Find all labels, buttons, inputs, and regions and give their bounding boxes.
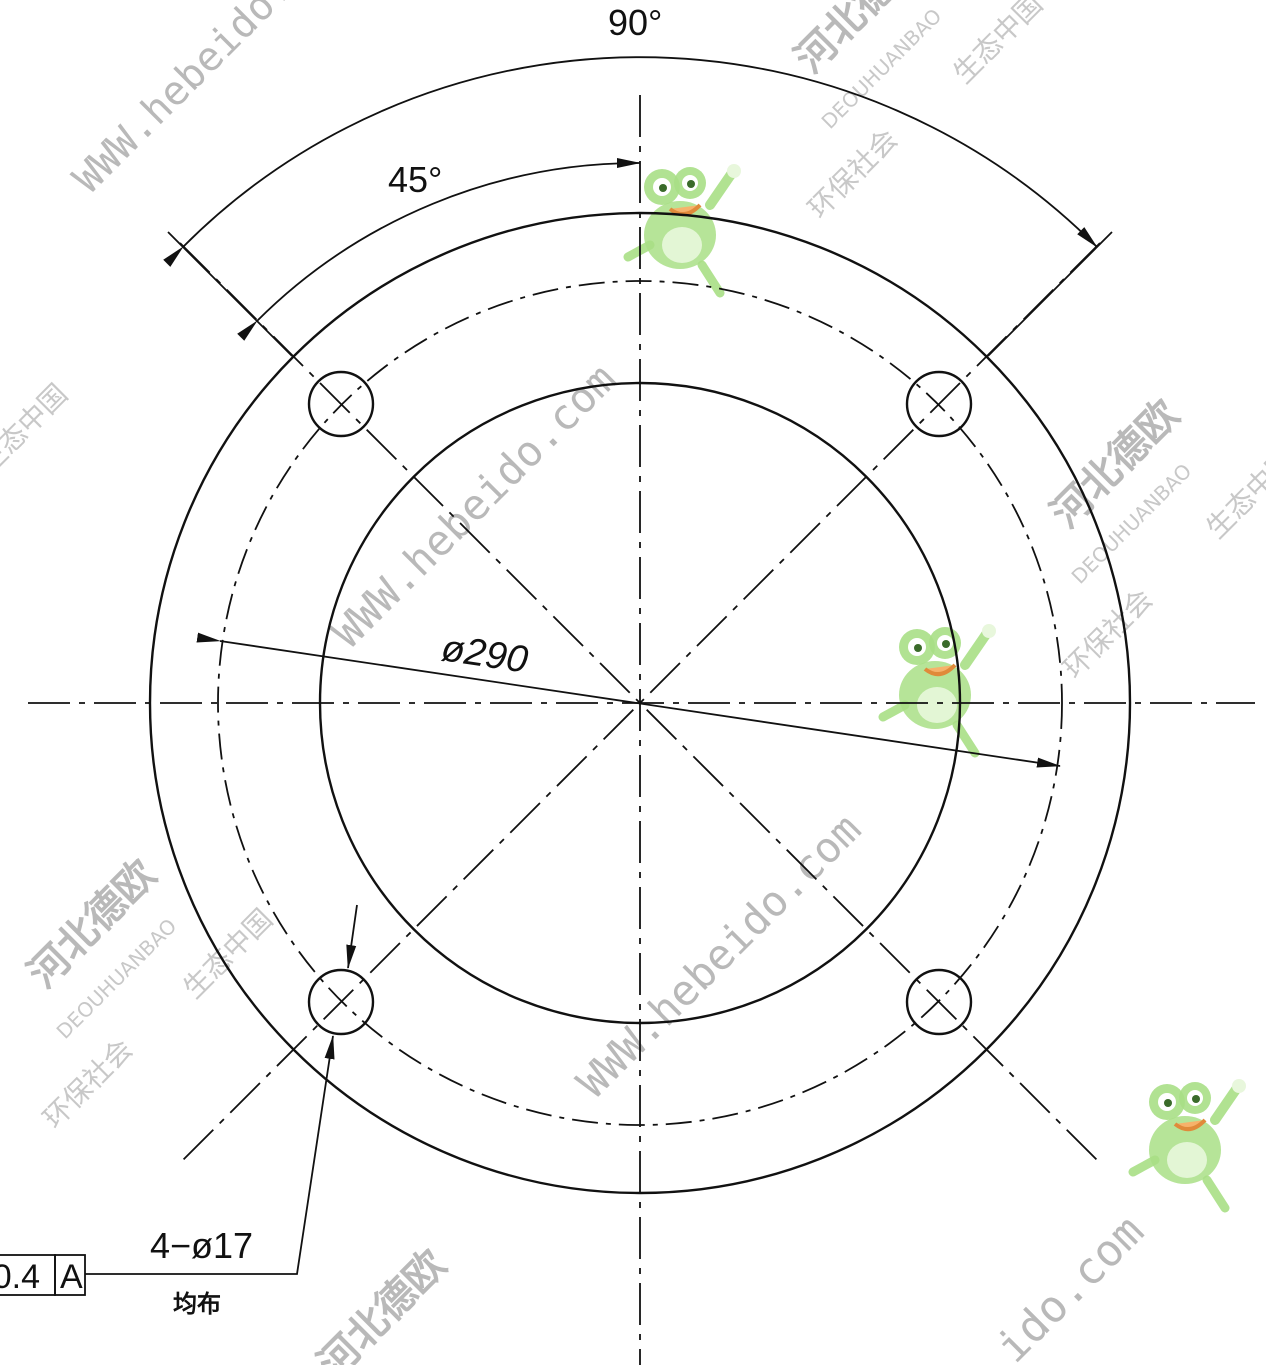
extension-line <box>167 231 293 357</box>
angle-45-label: 45° <box>388 159 442 200</box>
watermark-slogan: 环保社会 <box>37 1032 140 1135</box>
hole-callout-label: 4−ø17 <box>150 1225 253 1266</box>
angle-90-label: 90° <box>608 2 662 43</box>
angle-90-arc <box>163 56 1098 267</box>
watermark-company: 河北德欧 <box>20 851 166 997</box>
angle-45-arc <box>237 157 641 341</box>
dimensions: 90° 45° ø290 4−ø17 均布 ø0.4 A <box>0 2 1113 1318</box>
watermark-slogan: 生态中国 <box>947 0 1050 90</box>
flange-geometry <box>28 95 1255 1365</box>
watermark-url: WWW.hebeido.com <box>65 0 353 202</box>
tolerance-value: ø0.4 <box>0 1258 40 1296</box>
watermark-company: 河北德欧 <box>1043 391 1189 537</box>
bolt-hole <box>307 370 375 438</box>
extension-line <box>987 231 1113 357</box>
watermark-url: ido.com <box>987 1206 1154 1365</box>
bolt-hole <box>905 968 973 1036</box>
watermark-slogan: 环保社会 <box>802 122 905 225</box>
watermark-company: 河北德欧 <box>310 1241 456 1365</box>
pcd-diameter-label: ø290 <box>439 627 531 681</box>
pcd-diameter-line <box>196 632 1061 768</box>
tolerance-datum: A <box>60 1258 83 1296</box>
watermark-url: WWW.hebeido.com <box>567 804 870 1107</box>
hole-leader-line <box>85 1035 335 1275</box>
watermark-slogan: 环保社会 <box>1057 582 1160 685</box>
bolt-hole <box>905 370 973 438</box>
hole-note-label: 均布 <box>173 1290 221 1318</box>
watermark-slogan: 生态中国 <box>1200 442 1266 545</box>
tolerance-datum-box <box>54 1254 86 1296</box>
bolt-hole <box>307 968 375 1036</box>
watermark-slogan: 生态中国 <box>177 902 280 1005</box>
watermark-slogan: 生态中国 <box>0 377 74 480</box>
watermark-url: WWW.hebeido.com <box>322 354 625 657</box>
hole-dim-arrow <box>346 904 358 969</box>
